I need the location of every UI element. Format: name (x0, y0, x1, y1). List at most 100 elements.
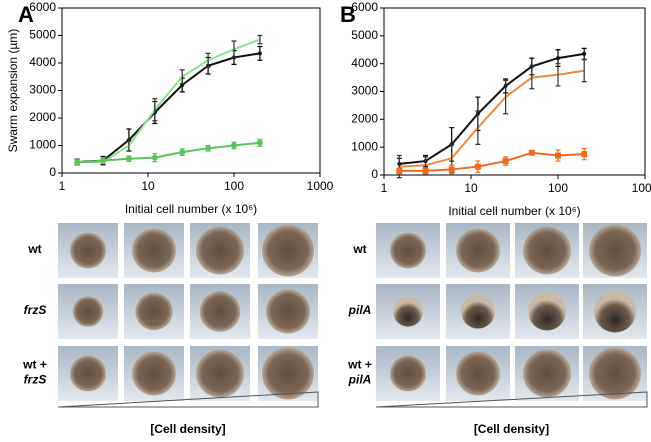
colony (523, 226, 571, 275)
error-bar (231, 40, 237, 59)
error-bar (257, 34, 263, 45)
error-bar (529, 65, 535, 90)
colony (456, 351, 500, 396)
colony (589, 347, 641, 400)
y-tick-label: 1000 (351, 139, 378, 153)
data-point (257, 51, 262, 56)
error-bar (475, 110, 481, 145)
data-point (125, 155, 132, 162)
colony (461, 294, 495, 329)
row-label: pilA (348, 373, 372, 387)
colony (132, 228, 176, 273)
colony (199, 291, 241, 332)
row-label: frzS (24, 303, 47, 317)
colony (523, 349, 571, 398)
colony (265, 289, 311, 334)
row-label: wt (27, 242, 41, 256)
error-bar (503, 79, 509, 115)
error-bar (179, 69, 185, 85)
colony (135, 292, 173, 331)
colony (70, 232, 106, 269)
row-label: wt + (22, 358, 47, 372)
row-label: wt + (347, 358, 372, 372)
x-tick-label: 1 (381, 181, 388, 195)
y-tick-label: 0 (371, 167, 378, 181)
data-point (74, 159, 81, 166)
colony (390, 232, 426, 269)
data-point (205, 145, 212, 152)
colony (132, 351, 176, 396)
density-label: [Cell density] (474, 422, 549, 436)
row-label: frzS (24, 373, 47, 387)
error-bar (581, 58, 587, 83)
colony (72, 296, 104, 327)
x-tick-label: 10 (141, 179, 155, 193)
y-tick-label: 6000 (29, 0, 56, 14)
series-line (399, 52, 585, 165)
x-tick-label: 1000 (632, 181, 651, 195)
x-axis-label: Initial cell number (x 10⁶) (448, 204, 580, 218)
y-tick-label: 1000 (29, 138, 56, 152)
row-label: wt (352, 242, 366, 256)
data-point (502, 158, 509, 165)
error-bar (126, 139, 132, 152)
series-line (77, 141, 260, 164)
y-tick-label: 6000 (351, 0, 378, 14)
plot-frame (61, 7, 321, 174)
error-bar (152, 98, 158, 122)
colony (196, 349, 244, 398)
colony (528, 292, 566, 331)
colony (589, 224, 641, 277)
data-point (231, 142, 237, 149)
data-point (474, 163, 481, 170)
y-tick-label: 3000 (29, 83, 56, 97)
y-tick-label: 4000 (351, 56, 378, 70)
colony (262, 347, 314, 400)
y-tick-label: 2000 (29, 110, 56, 124)
data-point (581, 151, 588, 158)
series-line (399, 151, 585, 172)
error-bar (555, 63, 561, 87)
series-line (77, 52, 261, 163)
data-point (422, 167, 429, 174)
density-wedge (375, 391, 648, 408)
x-tick-label: 1 (59, 179, 66, 193)
colony (262, 224, 314, 277)
colony (390, 355, 426, 392)
colony (393, 296, 423, 327)
data-point (396, 167, 403, 174)
x-axis-label: Initial cell number (x 10⁶) (125, 202, 257, 216)
series-line (77, 38, 261, 163)
y-tick-label: 0 (49, 165, 56, 179)
y-tick-label: 5000 (351, 28, 378, 42)
x-tick-label: 100 (224, 179, 244, 193)
y-tick-label: 4000 (29, 55, 56, 69)
data-point (100, 157, 107, 164)
x-tick-label: 1000 (307, 179, 334, 193)
y-tick-label: 3000 (351, 84, 378, 98)
data-point (151, 154, 158, 161)
data-point (555, 152, 561, 159)
y-tick-label: 5000 (29, 28, 56, 42)
colony (594, 290, 636, 333)
data-point (179, 149, 186, 156)
panel-label: A (18, 2, 34, 27)
density-label: [Cell density] (150, 422, 225, 436)
colony (196, 226, 244, 275)
x-tick-label: 10 (464, 181, 478, 195)
density-wedge (57, 391, 319, 408)
x-tick-label: 100 (548, 181, 568, 195)
series-line (399, 69, 585, 168)
data-point (448, 166, 455, 173)
colony (456, 228, 500, 273)
colony (70, 355, 106, 392)
data-point (256, 139, 263, 146)
row-label: pilA (348, 303, 372, 317)
data-point (582, 51, 587, 56)
panel-label: B (340, 2, 356, 27)
y-axis-label: Swarm expansion (µm) (6, 29, 20, 153)
y-tick-label: 2000 (351, 112, 378, 126)
error-bar (205, 52, 211, 68)
data-point (528, 149, 535, 156)
